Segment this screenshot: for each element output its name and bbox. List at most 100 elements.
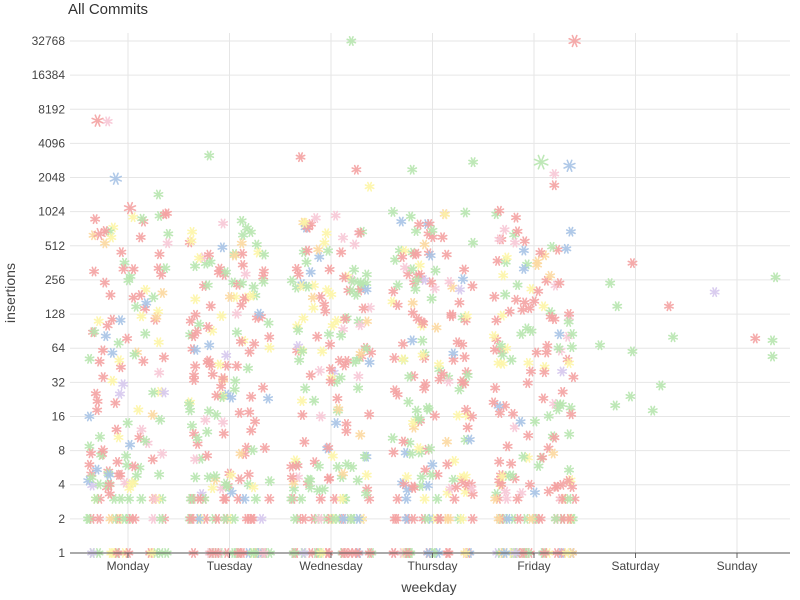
data-point bbox=[627, 258, 638, 269]
data-point bbox=[459, 264, 470, 275]
data-point bbox=[647, 405, 658, 416]
data-point bbox=[341, 418, 352, 429]
data-point bbox=[467, 489, 478, 500]
data-point bbox=[500, 486, 511, 497]
data-point bbox=[92, 405, 103, 416]
data-point bbox=[444, 276, 455, 287]
data-point bbox=[126, 478, 137, 489]
y-tick-label: 64 bbox=[52, 341, 66, 355]
data-point bbox=[442, 459, 453, 470]
data-point bbox=[548, 448, 559, 459]
data-point bbox=[221, 350, 232, 361]
data-point bbox=[552, 244, 563, 255]
data-point bbox=[549, 432, 560, 443]
data-point bbox=[314, 365, 325, 376]
data-point bbox=[140, 284, 151, 295]
data-point bbox=[297, 396, 307, 407]
data-point bbox=[466, 483, 477, 494]
data-point bbox=[419, 274, 430, 285]
data-point bbox=[140, 303, 150, 314]
data-point bbox=[518, 245, 529, 256]
data-point bbox=[141, 298, 152, 309]
data-point bbox=[216, 311, 227, 322]
data-point bbox=[122, 418, 133, 428]
data-point bbox=[529, 296, 540, 307]
data-point bbox=[241, 513, 252, 524]
data-point bbox=[531, 347, 542, 358]
data-point bbox=[237, 259, 248, 270]
data-point bbox=[286, 461, 297, 472]
data-point bbox=[156, 513, 166, 524]
data-point bbox=[543, 411, 554, 422]
data-point bbox=[163, 228, 174, 239]
data-point bbox=[342, 459, 352, 470]
data-point bbox=[523, 430, 534, 441]
data-point bbox=[154, 469, 165, 480]
data-point bbox=[668, 332, 679, 343]
data-point bbox=[106, 232, 117, 243]
data-point bbox=[300, 383, 311, 394]
data-point bbox=[564, 358, 575, 369]
data-point bbox=[488, 397, 499, 408]
data-point bbox=[523, 357, 534, 368]
data-point bbox=[457, 274, 468, 285]
data-point bbox=[413, 443, 424, 454]
data-point bbox=[338, 513, 349, 524]
data-point bbox=[135, 290, 146, 300]
data-point bbox=[148, 292, 159, 303]
data-point bbox=[116, 247, 127, 258]
data-point bbox=[496, 479, 507, 490]
data-point bbox=[410, 284, 421, 295]
axes: 1 2 4 8 16 32 64 128 256 512 1024 2048 4096 8192 16384… bbox=[32, 34, 790, 573]
data-point bbox=[211, 390, 222, 401]
y-tick-label: 2048 bbox=[38, 171, 65, 185]
data-point bbox=[137, 213, 148, 224]
data-point bbox=[99, 277, 110, 288]
y-tick-label: 2 bbox=[58, 512, 65, 526]
data-point bbox=[82, 513, 93, 524]
data-point bbox=[235, 336, 246, 347]
data-point bbox=[399, 479, 410, 490]
data-point bbox=[204, 340, 215, 351]
data-point bbox=[102, 116, 113, 127]
data-point bbox=[153, 263, 164, 274]
data-point bbox=[353, 383, 364, 394]
data-point bbox=[190, 294, 201, 305]
data-point bbox=[246, 290, 257, 301]
data-point bbox=[128, 292, 139, 303]
data-point bbox=[112, 456, 123, 467]
data-point bbox=[336, 330, 347, 341]
data-point bbox=[204, 406, 214, 417]
data-point bbox=[258, 266, 269, 277]
data-point bbox=[522, 378, 533, 389]
data-point bbox=[325, 376, 336, 387]
data-point bbox=[422, 402, 433, 413]
data-point bbox=[490, 493, 501, 504]
data-point bbox=[236, 215, 247, 226]
data-point bbox=[341, 426, 352, 437]
data-point bbox=[220, 478, 231, 489]
data-point bbox=[464, 434, 475, 445]
data-point bbox=[90, 214, 101, 225]
data-point bbox=[407, 264, 418, 275]
data-point bbox=[524, 479, 535, 490]
data-point bbox=[389, 513, 400, 524]
data-point bbox=[419, 239, 430, 250]
data-point bbox=[136, 493, 147, 504]
data-point bbox=[338, 232, 348, 243]
data-point bbox=[409, 277, 420, 288]
data-point bbox=[561, 243, 572, 254]
data-point bbox=[221, 267, 232, 278]
data-point bbox=[441, 436, 452, 447]
data-point bbox=[202, 280, 213, 291]
y-tick-label: 1024 bbox=[38, 205, 65, 219]
data-point bbox=[218, 428, 229, 439]
data-point bbox=[105, 513, 116, 524]
data-point bbox=[319, 299, 330, 310]
y-tick-label: 16384 bbox=[32, 68, 66, 82]
data-point bbox=[494, 408, 505, 418]
data-point bbox=[113, 432, 124, 443]
data-point bbox=[89, 326, 100, 337]
data-point bbox=[107, 375, 118, 386]
x-axis-label: weekday bbox=[400, 579, 456, 595]
